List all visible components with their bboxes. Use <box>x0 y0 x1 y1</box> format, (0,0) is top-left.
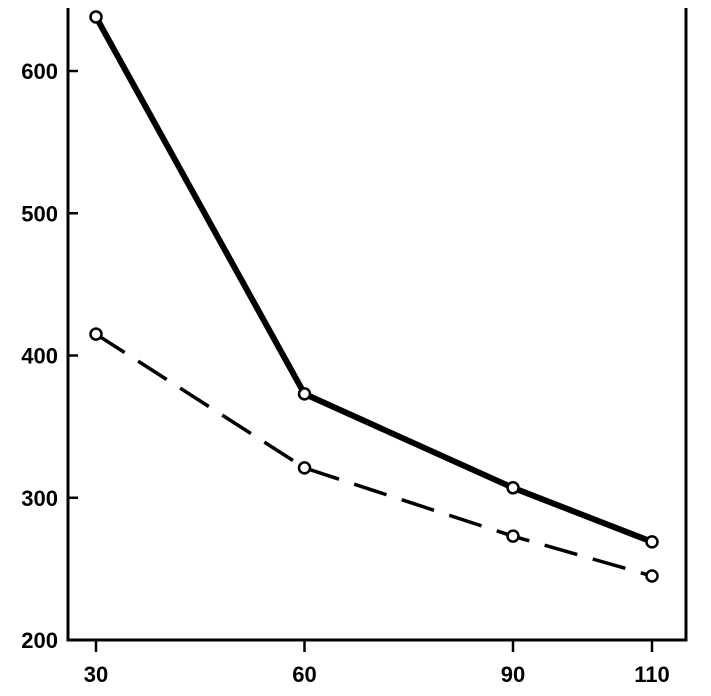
y-tick-label: 200 <box>21 628 58 653</box>
x-tick-label: 30 <box>84 662 108 687</box>
series-dashed-line <box>95 332 653 578</box>
series-solid-point <box>89 10 103 24</box>
x-tick-label: 60 <box>292 662 316 687</box>
series-dashed-point <box>89 327 103 341</box>
series-solid-point <box>297 387 312 401</box>
y-tick-label: 600 <box>21 59 58 84</box>
y-tick-label: 300 <box>21 486 58 511</box>
series-dashed-point <box>297 461 312 475</box>
axes <box>66 8 688 642</box>
series-solid-point <box>645 535 659 549</box>
series-solid-line <box>93 15 654 545</box>
y-tick-label: 500 <box>21 201 58 226</box>
x-tick-label: 90 <box>501 662 525 687</box>
y-tick-label: 400 <box>21 344 58 369</box>
series-dashed-point <box>506 529 520 543</box>
series-solid-point <box>506 481 520 495</box>
series-dashed-point <box>645 569 659 583</box>
x-tick-label: 110 <box>634 662 670 687</box>
x-axis-ticks: 30 60 90 110 <box>84 640 670 687</box>
series-group <box>89 10 659 583</box>
y-axis-ticks: 200 300 400 500 600 <box>21 59 78 653</box>
